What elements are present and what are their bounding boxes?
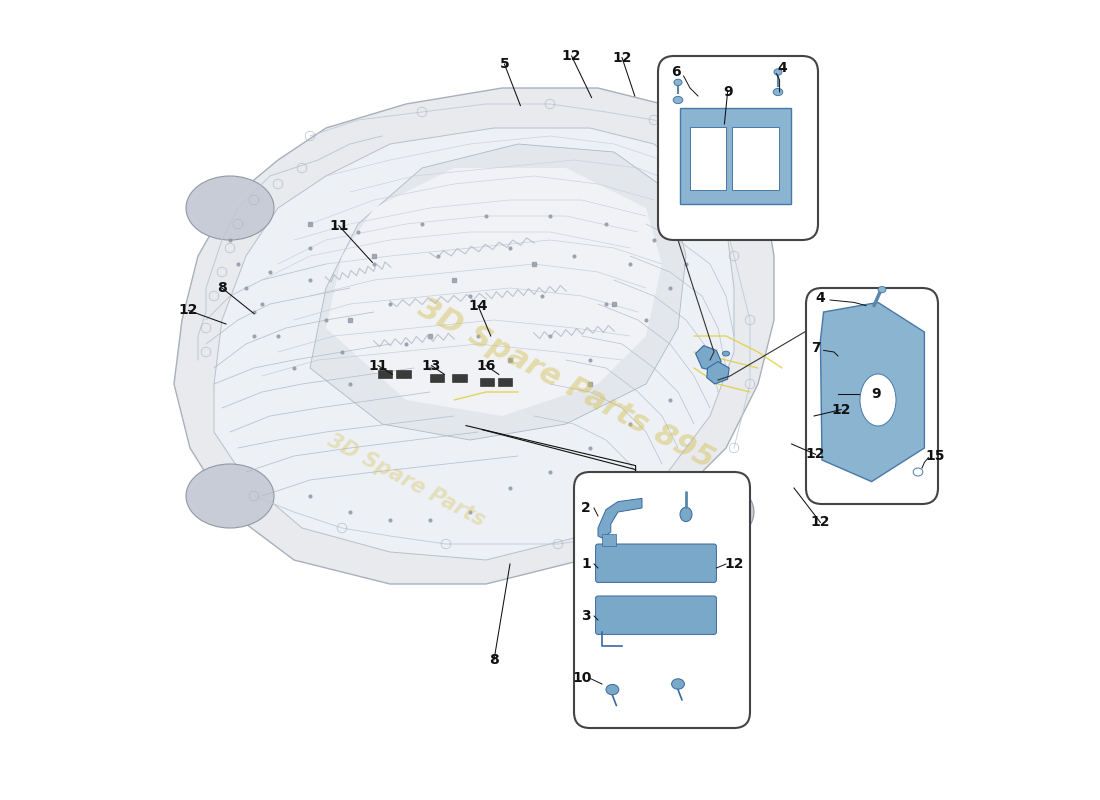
FancyBboxPatch shape — [574, 472, 750, 728]
Ellipse shape — [606, 684, 619, 694]
Text: 4: 4 — [777, 61, 786, 75]
Bar — [681, 108, 791, 204]
Ellipse shape — [186, 176, 274, 240]
Polygon shape — [821, 302, 924, 482]
Ellipse shape — [913, 468, 923, 476]
Ellipse shape — [666, 160, 754, 224]
Polygon shape — [695, 346, 722, 371]
Bar — [498, 378, 513, 386]
Text: 12: 12 — [562, 49, 581, 63]
Bar — [430, 374, 444, 382]
Bar — [480, 378, 494, 386]
Text: 11: 11 — [329, 218, 349, 233]
Text: 8: 8 — [217, 281, 227, 295]
Ellipse shape — [674, 79, 682, 86]
Text: 11: 11 — [368, 358, 387, 373]
Polygon shape — [707, 362, 729, 384]
Polygon shape — [326, 168, 662, 416]
Bar — [452, 374, 466, 382]
Ellipse shape — [774, 69, 782, 75]
Polygon shape — [310, 144, 686, 440]
Polygon shape — [598, 498, 642, 538]
Text: 12: 12 — [832, 402, 851, 417]
Polygon shape — [214, 128, 734, 560]
Bar — [690, 127, 726, 190]
Ellipse shape — [186, 464, 274, 528]
FancyBboxPatch shape — [658, 56, 818, 240]
Text: 6: 6 — [671, 65, 681, 79]
Ellipse shape — [723, 351, 729, 356]
Text: 1: 1 — [581, 557, 591, 571]
Text: 3D Spare Parts: 3D Spare Parts — [323, 430, 488, 530]
Text: 12: 12 — [724, 557, 744, 571]
Ellipse shape — [878, 286, 886, 293]
Text: 9: 9 — [723, 85, 733, 99]
Text: 3D Spare Parts 895: 3D Spare Parts 895 — [412, 294, 719, 474]
Text: 12: 12 — [613, 50, 631, 65]
Ellipse shape — [672, 678, 684, 690]
Text: 8: 8 — [490, 653, 499, 667]
Ellipse shape — [773, 88, 783, 96]
Text: 12: 12 — [178, 303, 198, 318]
Text: 5: 5 — [499, 57, 509, 71]
Polygon shape — [174, 88, 774, 584]
Ellipse shape — [680, 507, 692, 522]
Bar — [378, 370, 393, 378]
Bar — [733, 127, 779, 190]
Text: 3: 3 — [581, 609, 591, 623]
Text: 14: 14 — [469, 298, 487, 313]
Bar — [602, 534, 616, 546]
Text: 4: 4 — [815, 290, 825, 305]
Ellipse shape — [666, 480, 754, 544]
Text: 12: 12 — [806, 447, 825, 462]
Text: 13: 13 — [422, 358, 441, 373]
Text: 2: 2 — [581, 501, 591, 515]
Text: 9: 9 — [871, 387, 881, 402]
FancyBboxPatch shape — [595, 544, 716, 582]
Text: 12: 12 — [811, 515, 830, 530]
Text: 10: 10 — [572, 671, 592, 686]
Text: 7: 7 — [811, 341, 821, 355]
Text: 15: 15 — [926, 449, 945, 463]
Ellipse shape — [673, 96, 683, 104]
FancyBboxPatch shape — [806, 288, 938, 504]
FancyBboxPatch shape — [595, 596, 716, 634]
Text: 16: 16 — [476, 358, 496, 373]
Bar — [396, 370, 410, 378]
Ellipse shape — [860, 374, 896, 426]
